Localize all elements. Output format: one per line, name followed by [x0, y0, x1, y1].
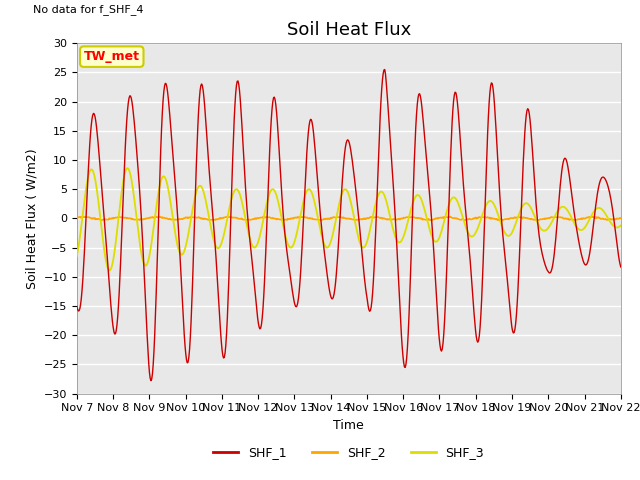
Legend: SHF_1, SHF_2, SHF_3: SHF_1, SHF_2, SHF_3	[209, 442, 489, 465]
SHF_3	[124, 165, 131, 171]
SHF_2	[433, 216, 440, 221]
Text: TW_met: TW_met	[84, 50, 140, 63]
SHF_2	[195, 214, 202, 220]
SHF_1	[147, 378, 155, 384]
SHF_1	[195, 108, 202, 113]
SHF_2	[152, 214, 160, 219]
SHF_3	[140, 261, 148, 267]
SHF_2	[83, 215, 90, 220]
SHF_3	[73, 253, 81, 259]
SHF_3	[433, 239, 440, 245]
SHF_3	[224, 211, 232, 217]
SHF_1	[433, 290, 440, 296]
SHF_1	[417, 93, 424, 99]
SHF_1	[223, 315, 231, 321]
Line: SHF_2: SHF_2	[77, 216, 621, 220]
SHF_3	[106, 267, 113, 273]
SHF_2	[73, 215, 81, 220]
SHF_1	[617, 264, 625, 270]
SHF_2	[617, 216, 625, 221]
SHF_1	[139, 239, 147, 244]
X-axis label: Time: Time	[333, 419, 364, 432]
SHF_1	[381, 67, 388, 72]
Line: SHF_3: SHF_3	[77, 168, 621, 270]
SHF_3	[196, 183, 204, 189]
Title: Soil Heat Flux: Soil Heat Flux	[287, 21, 411, 39]
SHF_3	[83, 182, 90, 188]
Line: SHF_1: SHF_1	[77, 70, 621, 381]
SHF_2	[417, 216, 424, 221]
SHF_3	[417, 194, 424, 200]
Y-axis label: Soil Heat Flux ( W/m2): Soil Heat Flux ( W/m2)	[25, 148, 38, 288]
SHF_1	[83, 202, 90, 208]
SHF_2	[223, 214, 231, 220]
SHF_2	[278, 217, 285, 223]
SHF_1	[73, 303, 81, 309]
Text: No data for f_SHF_4: No data for f_SHF_4	[33, 4, 144, 15]
SHF_2	[139, 216, 147, 222]
SHF_3	[617, 223, 625, 228]
